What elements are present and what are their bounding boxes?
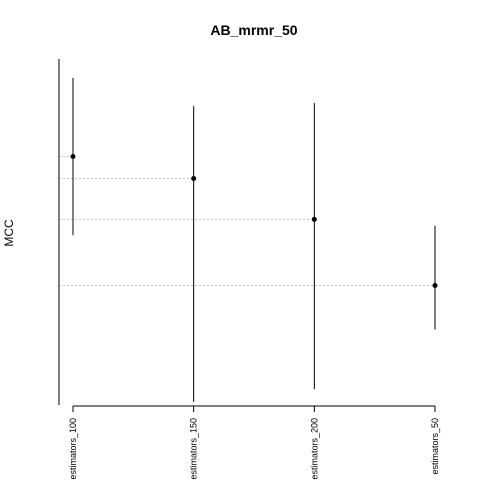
axes xyxy=(58,59,435,407)
x-tick-labels: estimators_100 estimators_150 estimators_2… xyxy=(68,418,440,480)
data-point xyxy=(432,282,438,288)
y-axis-label: MCC xyxy=(2,219,16,247)
x-tick-label: estimators_150 xyxy=(189,418,199,480)
data-point xyxy=(70,154,76,160)
chart-title: AB_mrmr_50 xyxy=(210,22,297,38)
data-point xyxy=(191,176,197,182)
data-points xyxy=(70,154,438,288)
x-tick-label: estimators_200 xyxy=(309,418,319,480)
x-tick-label: estimators_100 xyxy=(68,418,78,480)
data-point xyxy=(311,216,317,222)
reference-lines xyxy=(59,156,435,286)
x-ticks xyxy=(72,406,436,412)
x-tick-label: estimators_50 xyxy=(430,418,440,475)
error-bars xyxy=(72,77,436,402)
